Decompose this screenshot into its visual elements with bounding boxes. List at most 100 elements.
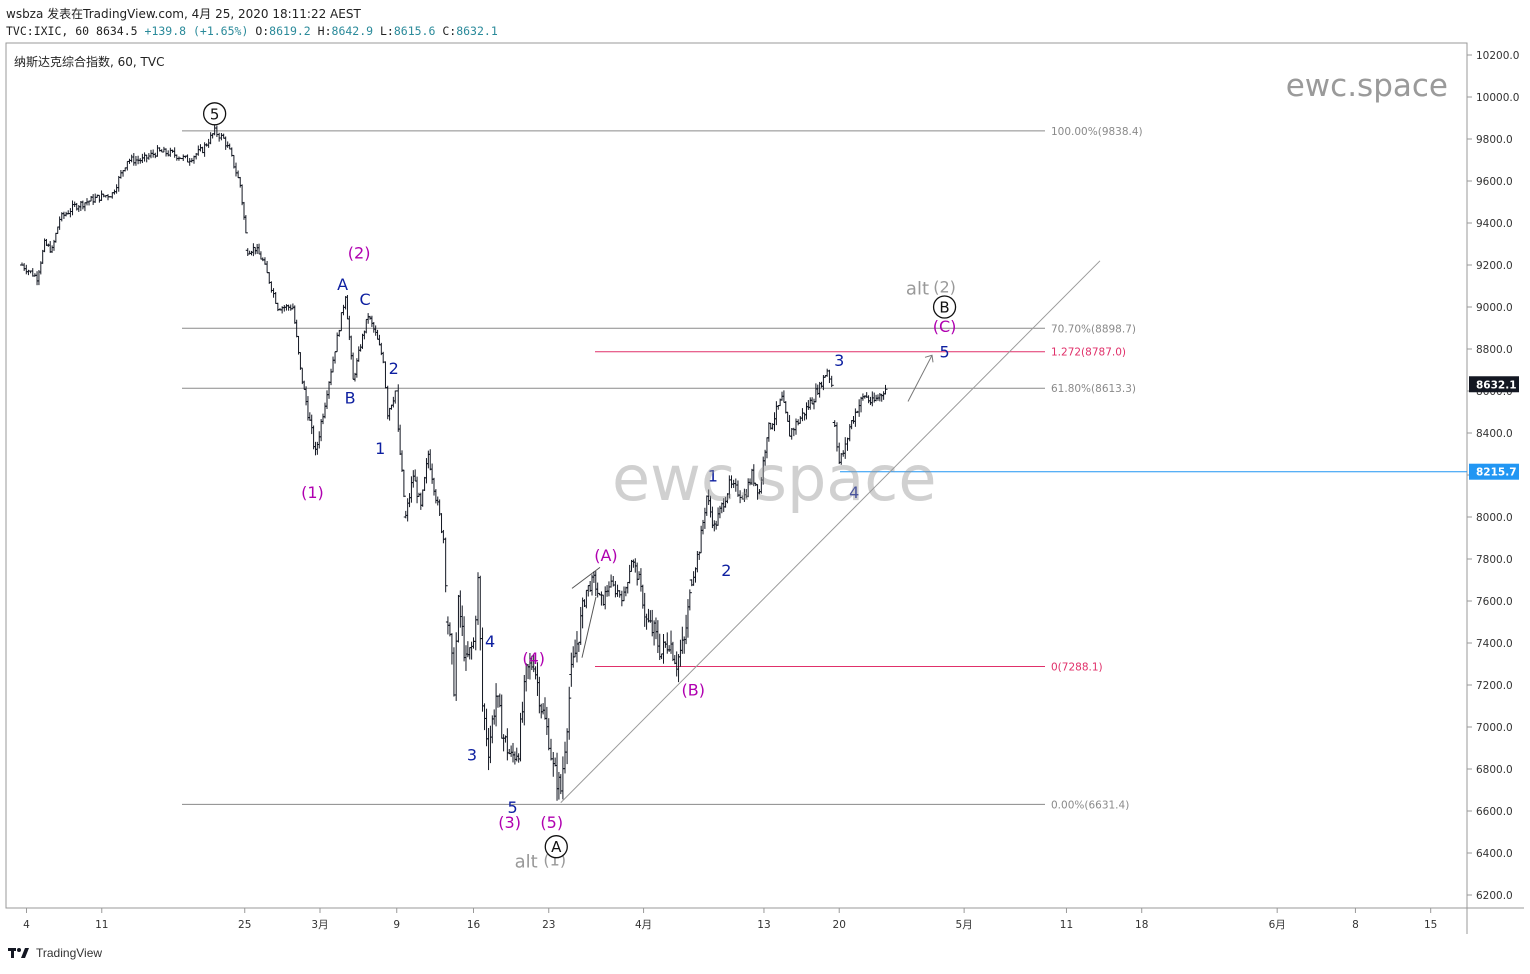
wedge-line [571, 567, 601, 589]
last-value: 8634.5 [96, 24, 138, 38]
wave-label: B [345, 389, 356, 408]
wave-circle-label: A [551, 838, 562, 856]
wave-circle-label: B [939, 299, 949, 317]
x-tick-label: 16 [467, 919, 481, 931]
wave-label: 3 [834, 351, 844, 370]
last-price-badge-bg [1469, 376, 1519, 393]
last-price-badge: 8632.1 [1476, 379, 1517, 391]
x-tick-label: 9 [393, 919, 400, 931]
wave-label: 1 [708, 466, 718, 485]
projection-arrow [907, 355, 933, 402]
wave-label: (2) [348, 244, 371, 263]
high-value: 8642.9 [331, 24, 374, 38]
y-tick-label: 9800.0 [1476, 134, 1513, 146]
wave-label: (B) [681, 681, 704, 700]
x-tick-label: 11 [1060, 919, 1073, 931]
y-tick-label: 6400.0 [1476, 848, 1513, 860]
wave-label: (2) [933, 277, 956, 296]
fib-extension-label: 1.272(8787.0) [1051, 347, 1126, 359]
fib-label: 70.70%(8898.7) [1051, 323, 1136, 335]
y-tick-label: 8400.0 [1476, 428, 1513, 440]
x-tick-label: 8 [1352, 919, 1359, 931]
projection-arrow-head [924, 354, 934, 363]
x-tick-label: 18 [1135, 919, 1148, 931]
y-tick-label: 7200.0 [1476, 680, 1513, 692]
fib-label: 61.80%(8613.3) [1051, 383, 1136, 395]
y-tick-label: 7000.0 [1476, 722, 1513, 734]
y-tick-label: 6200.0 [1476, 890, 1513, 902]
footer-brand: TradingView [36, 946, 103, 960]
y-tick-label: 10000.0 [1476, 92, 1519, 104]
wave-circle [932, 295, 957, 319]
y-tick-label: 6800.0 [1476, 764, 1513, 776]
fib-extension-label: 0(7288.1) [1051, 661, 1103, 673]
y-tick-label: 7800.0 [1476, 554, 1513, 566]
wedge-line [581, 596, 597, 658]
wave-label: (1) [301, 483, 324, 502]
wave-label: A [337, 275, 348, 294]
x-tick-label: 5月 [956, 919, 973, 931]
ohlc-legend: TVC:IXIC, 60 8634.5 +139.8 (+1.65%) O:86… [6, 24, 498, 38]
wave-label: 5 [508, 798, 518, 817]
low-value: 8615.6 [393, 24, 436, 38]
wave-label: 2 [721, 561, 731, 580]
y-tick-label: 6600.0 [1476, 806, 1513, 818]
wave-label: 2 [389, 359, 399, 378]
wave-label: (4) [522, 649, 545, 668]
wave-label: alt [515, 852, 538, 873]
trendline [560, 260, 1101, 803]
price-line-badge-bg [1469, 463, 1519, 480]
x-tick-label: 6月 [1269, 919, 1286, 931]
x-tick-label: 11 [95, 919, 108, 931]
pane-title: 纳斯达克综合指数, 60, TVC [14, 55, 165, 69]
x-tick-label: 20 [833, 919, 846, 931]
wave-label: (A) [594, 546, 617, 565]
c-label: C: [442, 24, 457, 38]
y-tick-label: 10200.0 [1476, 50, 1519, 62]
y-tick-label: 9400.0 [1476, 218, 1513, 230]
watermark-small: ewc.space [1285, 68, 1448, 104]
o-label: O: [255, 24, 270, 38]
open-value: 8619.2 [269, 24, 311, 38]
x-tick-label: 4 [23, 919, 30, 931]
y-tick-label: 7400.0 [1476, 638, 1513, 650]
wave-label: 5 [939, 342, 949, 361]
close-value: 8632.1 [456, 24, 498, 38]
tradingview-logo-icon [8, 948, 29, 958]
y-tick-label: 8800.0 [1476, 344, 1513, 356]
wave-label: C [360, 290, 371, 309]
wave-label: (C) [933, 317, 957, 336]
price-line-badge: 8215.7 [1476, 467, 1517, 479]
wave-label: 4 [849, 483, 859, 502]
x-tick-label: 25 [238, 919, 251, 931]
x-tick-label: 4月 [635, 919, 652, 931]
y-tick-label: 9200.0 [1476, 260, 1513, 272]
y-tick-label: 9600.0 [1476, 176, 1513, 188]
fib-label: 100.00%(9838.4) [1051, 126, 1143, 138]
wave-circle [202, 102, 227, 126]
fib-label: 0.00%(6631.4) [1051, 799, 1129, 811]
wave-label: alt [906, 278, 929, 299]
publish-info: wsbza 发表在TradingView.com, 4月 25, 2020 18… [6, 7, 361, 21]
watermark-large: ewc.space [612, 442, 937, 515]
wave-circle-label: 5 [210, 105, 220, 123]
y-tick-label: 9000.0 [1476, 302, 1513, 314]
x-tick-label: 13 [757, 919, 770, 931]
change-value: +139.8 (+1.65%) [144, 24, 249, 38]
y-tick-label: 7600.0 [1476, 596, 1513, 608]
wave-label: 1 [375, 439, 385, 458]
footer: TradingView [8, 946, 102, 960]
wave-label: 3 [467, 746, 477, 765]
wave-label: (3) [498, 813, 521, 832]
symbol-label: TVC:IXIC, 60 [6, 24, 90, 38]
x-tick-label: 23 [542, 919, 555, 931]
l-label: L: [380, 24, 394, 38]
x-tick-label: 15 [1424, 919, 1437, 931]
y-tick-label: 8000.0 [1476, 512, 1513, 524]
h-label: H: [317, 24, 332, 38]
x-tick-label: 3月 [311, 919, 328, 931]
wave-label: 4 [485, 632, 495, 651]
wave-label: (5) [540, 813, 563, 832]
wave-circle [544, 835, 568, 859]
